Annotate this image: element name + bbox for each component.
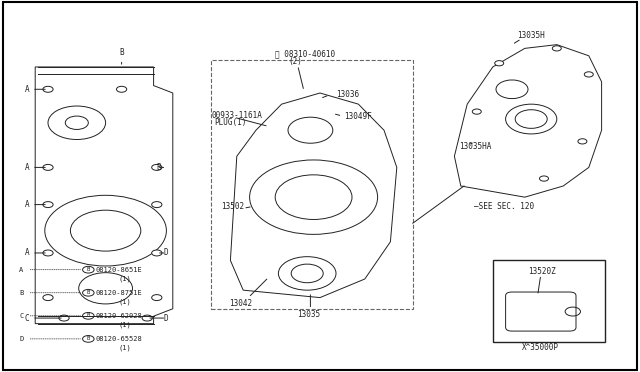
Circle shape <box>43 202 53 208</box>
Circle shape <box>578 139 587 144</box>
Text: (2): (2) <box>288 57 302 66</box>
Text: 00933-1161A: 00933-1161A <box>211 111 262 120</box>
Text: (1): (1) <box>118 276 131 282</box>
Text: B: B <box>119 48 124 57</box>
Text: C: C <box>24 314 29 323</box>
Text: B: B <box>86 336 90 341</box>
Text: B: B <box>19 290 24 296</box>
Circle shape <box>43 250 53 256</box>
Circle shape <box>142 315 152 321</box>
Circle shape <box>116 86 127 92</box>
Text: (1): (1) <box>118 322 131 328</box>
Text: B: B <box>86 290 90 295</box>
Circle shape <box>472 109 481 114</box>
Text: 08120-8651E: 08120-8651E <box>96 267 143 273</box>
Circle shape <box>152 164 162 170</box>
Text: X^35000P: X^35000P <box>522 343 559 352</box>
Text: 13035H: 13035H <box>517 31 545 40</box>
Text: D: D <box>163 314 168 323</box>
Text: 13042: 13042 <box>229 299 252 308</box>
Text: 08120-62028: 08120-62028 <box>96 313 143 319</box>
Circle shape <box>152 295 162 301</box>
Text: B: B <box>157 163 161 172</box>
Text: 08120-8751E: 08120-8751E <box>96 290 143 296</box>
Text: PLUG(1): PLUG(1) <box>214 118 247 126</box>
Text: B: B <box>86 313 90 318</box>
Text: D: D <box>163 248 168 257</box>
Circle shape <box>59 315 69 321</box>
Text: 13502: 13502 <box>221 202 244 211</box>
Circle shape <box>495 61 504 66</box>
Text: Ⓢ 08310-40610: Ⓢ 08310-40610 <box>275 49 335 58</box>
Text: A: A <box>24 163 29 172</box>
Circle shape <box>43 295 53 301</box>
Circle shape <box>552 46 561 51</box>
Text: 13520Z: 13520Z <box>528 267 556 276</box>
Text: A: A <box>24 85 29 94</box>
Bar <box>211 60 413 309</box>
Text: B: B <box>86 267 90 272</box>
Text: (1): (1) <box>118 345 131 352</box>
Text: C: C <box>19 313 24 319</box>
Text: A: A <box>19 267 24 273</box>
Text: 13035HA: 13035HA <box>459 142 492 151</box>
Bar <box>493 260 605 342</box>
Text: 08120-65528: 08120-65528 <box>96 336 143 342</box>
Text: —SEE SEC. 120: —SEE SEC. 120 <box>474 202 534 211</box>
Circle shape <box>152 250 162 256</box>
Circle shape <box>43 86 53 92</box>
Text: (1): (1) <box>118 299 131 305</box>
Circle shape <box>152 202 162 208</box>
Text: 13049F: 13049F <box>344 112 371 121</box>
Circle shape <box>43 164 53 170</box>
Circle shape <box>540 176 548 181</box>
Text: A: A <box>24 200 29 209</box>
Circle shape <box>584 72 593 77</box>
Text: D: D <box>19 336 24 342</box>
Text: 13035: 13035 <box>298 310 321 319</box>
Text: A: A <box>24 248 29 257</box>
Text: 13036: 13036 <box>336 90 359 99</box>
